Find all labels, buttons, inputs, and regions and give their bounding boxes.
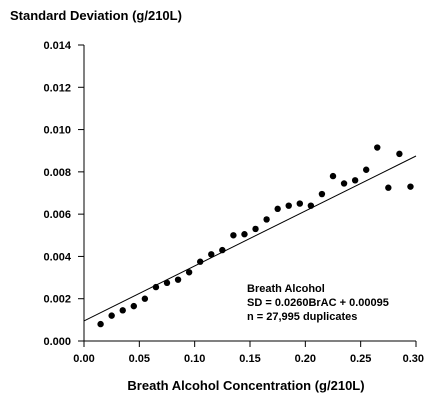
data-point	[141, 295, 149, 302]
x-tick-label: 0.15	[239, 353, 260, 365]
data-point	[407, 183, 414, 190]
data-points	[97, 144, 414, 328]
y-tick-label: 0.012	[43, 82, 71, 94]
annotation-line: n = 27,995 duplicates	[247, 311, 357, 323]
regression-annotation: Breath Alcohol SD = 0.0260BrAC + 0.00095 n…	[247, 283, 389, 323]
x-tick-label: 0.05	[129, 353, 150, 365]
x-axis-label: Breath Alcohol Concentration (g/210L)	[127, 378, 364, 393]
data-point	[130, 302, 137, 310]
data-point	[263, 216, 270, 223]
data-point	[307, 202, 315, 209]
data-point	[374, 144, 381, 151]
data-point	[97, 320, 104, 328]
data-point	[241, 231, 248, 238]
data-point	[318, 190, 326, 198]
data-point	[185, 269, 193, 276]
x-tick-label: 0.25	[350, 353, 371, 365]
regression-line	[83, 155, 417, 322]
data-point	[108, 312, 115, 319]
y-tick-label: 0.008	[43, 167, 71, 179]
data-point	[252, 225, 259, 233]
y-tick-label: 0.002	[43, 294, 71, 306]
data-point	[152, 283, 160, 291]
y-tick-label: 0.004	[43, 251, 71, 263]
annotation-line: Breath Alcohol	[247, 283, 325, 295]
x-tick-label: 0.10	[184, 353, 205, 365]
y-tick-label: 0.006	[43, 209, 71, 221]
data-point	[329, 172, 337, 180]
y-tick-label: 0.010	[43, 125, 71, 137]
x-tick-label: 0.30	[403, 353, 424, 365]
y-tick-label: 0.014	[43, 40, 71, 52]
y-tick-label: 0.000	[43, 336, 71, 348]
y-axis-label: Standard Deviation (g/210L)	[10, 8, 182, 23]
data-point	[119, 307, 126, 314]
y-ticks: 0.000 0.002 0.004 0.006 0.008 0.010 0.012 0.014	[43, 40, 84, 348]
data-point	[340, 180, 348, 187]
data-point	[197, 258, 204, 265]
data-point	[363, 166, 370, 173]
annotation-line: SD = 0.0260BrAC + 0.00095	[247, 297, 389, 309]
data-point	[174, 276, 182, 283]
data-point	[385, 184, 392, 191]
data-point	[208, 251, 215, 258]
data-point	[396, 150, 403, 158]
data-point	[230, 232, 237, 239]
data-point	[351, 177, 359, 184]
data-point	[285, 202, 292, 209]
x-tick-label: 0.00	[73, 353, 94, 365]
x-tick-label: 0.20	[295, 353, 316, 365]
x-ticks: 0.00 0.05 0.10 0.15 0.20 0.25 0.30	[73, 341, 424, 365]
data-point	[219, 246, 226, 254]
data-point	[274, 205, 281, 213]
data-point	[163, 279, 171, 287]
data-point	[296, 200, 303, 207]
